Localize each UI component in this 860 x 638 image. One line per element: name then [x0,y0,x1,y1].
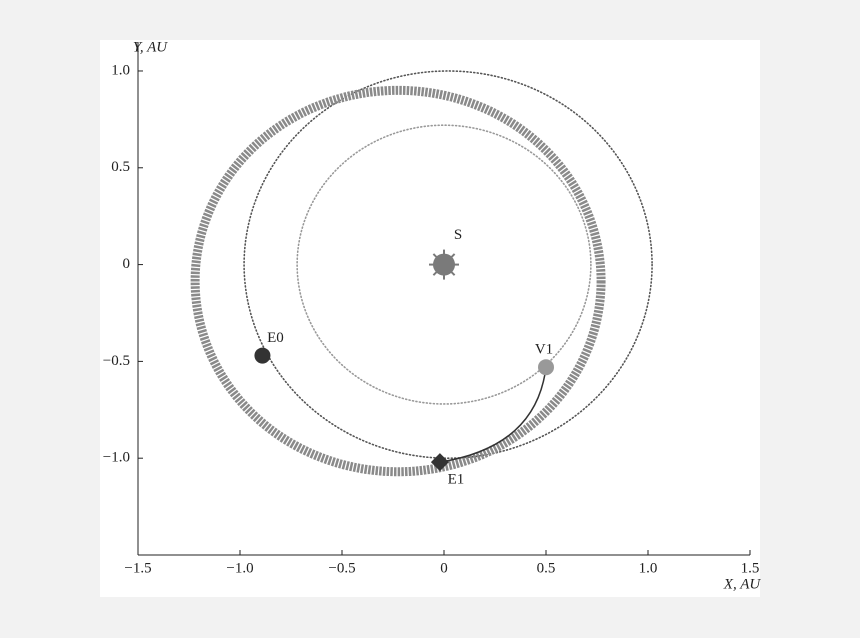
point [433,253,455,276]
x-tick-label: 0 [440,560,448,576]
y-tick-label: 1.0 [111,62,130,78]
point-label: E0 [267,330,284,346]
x-tick-label: 1.5 [741,560,760,576]
point [538,359,554,376]
x-tick-label: 0.5 [537,560,556,576]
transfer-orbit [190,85,606,477]
y-tick-label: 0.5 [111,159,130,175]
point [254,347,271,364]
orbit [296,124,592,405]
y-tick-label: −1.0 [103,450,130,466]
x-tick-label: −0.5 [328,560,355,576]
point-label: S [454,227,462,243]
x-axis-label: X, AU [723,576,762,592]
y-axis-label: Y, AU [133,39,168,55]
point [430,453,449,472]
trajectory [439,367,547,463]
y-tick-label: −0.5 [103,353,130,369]
x-tick-label: −1.5 [124,560,151,576]
y-tick-label: 0 [123,256,131,272]
plot-background [100,40,760,597]
point-label: V1 [535,342,553,358]
x-tick-label: 1.0 [639,560,658,576]
x-tick-label: −1.0 [226,560,253,576]
orbit [243,70,653,459]
point-label: E1 [448,472,465,488]
